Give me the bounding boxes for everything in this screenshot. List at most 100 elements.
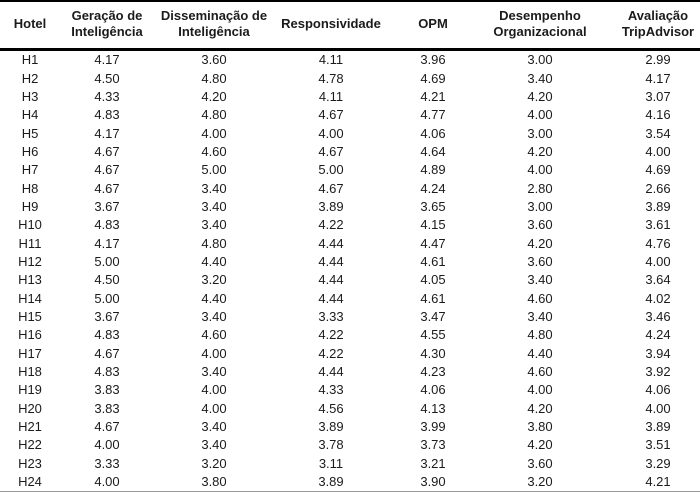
- value-cell: 4.61: [420, 254, 446, 270]
- value-cell: 4.55: [420, 327, 446, 343]
- value-cell: 3.20: [201, 455, 227, 471]
- value-cell: 4.20: [527, 144, 553, 160]
- value-cell: 4.80: [201, 107, 227, 123]
- table-row: H7 4.67 5.00 5.00 4.89 4.00 4.69: [0, 161, 700, 179]
- value-cell: 4.67: [94, 419, 120, 435]
- table-row: H5 4.17 4.00 4.00 4.06 3.00 3.54: [0, 124, 700, 142]
- value-cell: 3.80: [201, 474, 227, 490]
- value-cell: 4.83: [94, 107, 120, 123]
- value-cell: 3.61: [645, 217, 671, 233]
- value-cell: 3.07: [645, 89, 671, 105]
- value-cell: 4.60: [527, 364, 553, 380]
- value-cell: 4.24: [645, 327, 671, 343]
- value-cell: 4.30: [420, 345, 446, 361]
- value-cell: 3.20: [201, 272, 227, 288]
- value-cell: 5.00: [94, 254, 120, 270]
- value-cell: 3.60: [527, 254, 553, 270]
- value-cell: 3.94: [645, 345, 671, 361]
- value-cell: 3.51: [645, 437, 671, 453]
- table-row: H15 3.67 3.40 3.33 3.47 3.40 3.46: [0, 307, 700, 325]
- table-row: H20 3.83 4.00 4.56 4.13 4.20 4.00: [0, 399, 700, 417]
- hotel-id-cell: H22: [18, 437, 42, 453]
- value-cell: 3.89: [645, 419, 671, 435]
- value-cell: 4.17: [94, 235, 120, 251]
- value-cell: 4.40: [527, 345, 553, 361]
- value-cell: 4.80: [201, 70, 227, 86]
- value-cell: 3.67: [94, 309, 120, 325]
- value-cell: 4.00: [527, 107, 553, 123]
- table-row: H9 3.67 3.40 3.89 3.65 3.00 3.89: [0, 197, 700, 215]
- value-cell: 4.67: [94, 345, 120, 361]
- value-cell: 4.17: [645, 70, 671, 86]
- value-cell: 3.40: [527, 70, 553, 86]
- value-cell: 4.20: [527, 89, 553, 105]
- table-row: H11 4.17 4.80 4.44 4.47 4.20 4.76: [0, 234, 700, 252]
- value-cell: 4.67: [318, 144, 344, 160]
- value-cell: 4.15: [420, 217, 446, 233]
- value-cell: 3.47: [420, 309, 446, 325]
- value-cell: 3.67: [94, 199, 120, 215]
- hotel-id-cell: H20: [18, 400, 42, 416]
- value-cell: 4.33: [318, 382, 344, 398]
- value-cell: 4.33: [94, 89, 120, 105]
- value-cell: 4.17: [94, 52, 120, 68]
- value-cell: 4.50: [94, 272, 120, 288]
- value-cell: 4.76: [645, 235, 671, 251]
- value-cell: 5.00: [318, 162, 344, 178]
- hotel-id-cell: H2: [21, 70, 39, 86]
- hotel-id-cell: H24: [18, 474, 42, 490]
- table-row: H17 4.67 4.00 4.22 4.30 4.40 3.94: [0, 344, 700, 362]
- hotel-id-cell: H23: [18, 455, 42, 471]
- value-cell: 4.69: [645, 162, 671, 178]
- value-cell: 4.60: [201, 144, 227, 160]
- table-row: H21 4.67 3.40 3.89 3.99 3.80 3.89: [0, 417, 700, 435]
- value-cell: 4.21: [420, 89, 446, 105]
- value-cell: 3.60: [527, 217, 553, 233]
- value-cell: 4.22: [318, 327, 344, 343]
- value-cell: 3.40: [201, 419, 227, 435]
- value-cell: 3.40: [527, 272, 553, 288]
- hotel-id-cell: H1: [21, 52, 39, 68]
- value-cell: 3.00: [527, 199, 553, 215]
- value-cell: 4.64: [420, 144, 446, 160]
- value-cell: 3.73: [420, 437, 446, 453]
- value-cell: 4.89: [420, 162, 446, 178]
- value-cell: 3.80: [527, 419, 553, 435]
- hotel-id-cell: H18: [18, 364, 42, 380]
- column-header-avaliacao-tripadvisor: Avaliação TripAdvisor: [621, 8, 695, 40]
- value-cell: 4.21: [645, 474, 671, 490]
- value-cell: 3.40: [201, 180, 227, 196]
- hotel-id-cell: H14: [18, 290, 42, 306]
- hotel-id-cell: H12: [18, 254, 42, 270]
- value-cell: 4.11: [318, 89, 344, 105]
- value-cell: 3.21: [420, 455, 446, 471]
- value-cell: 3.33: [94, 455, 120, 471]
- value-cell: 3.40: [527, 309, 553, 325]
- value-cell: 4.20: [527, 437, 553, 453]
- table-row: H18 4.83 3.40 4.44 4.23 4.60 3.92: [0, 362, 700, 380]
- value-cell: 4.44: [318, 272, 344, 288]
- column-header-disseminacao-de-inteligencia: Disseminação de Inteligência: [160, 8, 268, 40]
- column-header-geracao-de-inteligencia: Geração de Inteligência: [71, 8, 143, 40]
- value-cell: 4.67: [94, 144, 120, 160]
- value-cell: 4.06: [420, 125, 446, 141]
- hotel-id-cell: H4: [21, 107, 39, 123]
- table-row: H1 4.17 3.60 4.11 3.96 3.00 2.99: [0, 49, 700, 69]
- value-cell: 4.06: [420, 382, 446, 398]
- value-cell: 3.40: [201, 437, 227, 453]
- column-header-hotel: Hotel: [13, 16, 47, 32]
- value-cell: 3.40: [201, 309, 227, 325]
- value-cell: 4.00: [201, 382, 227, 398]
- hotel-id-cell: H7: [21, 162, 39, 178]
- value-cell: 2.66: [645, 180, 671, 196]
- table-header: Hotel Geração de Inteligência Disseminação…: [0, 1, 700, 49]
- table-row: H22 4.00 3.40 3.78 3.73 4.20 3.51: [0, 436, 700, 454]
- hotel-id-cell: H6: [21, 144, 39, 160]
- value-cell: 3.40: [201, 199, 227, 215]
- hotel-id-cell: H11: [18, 235, 42, 251]
- value-cell: 4.13: [420, 400, 446, 416]
- value-cell: 4.16: [645, 107, 671, 123]
- table-row: H19 3.83 4.00 4.33 4.06 4.00 4.06: [0, 381, 700, 399]
- value-cell: 3.96: [420, 52, 446, 68]
